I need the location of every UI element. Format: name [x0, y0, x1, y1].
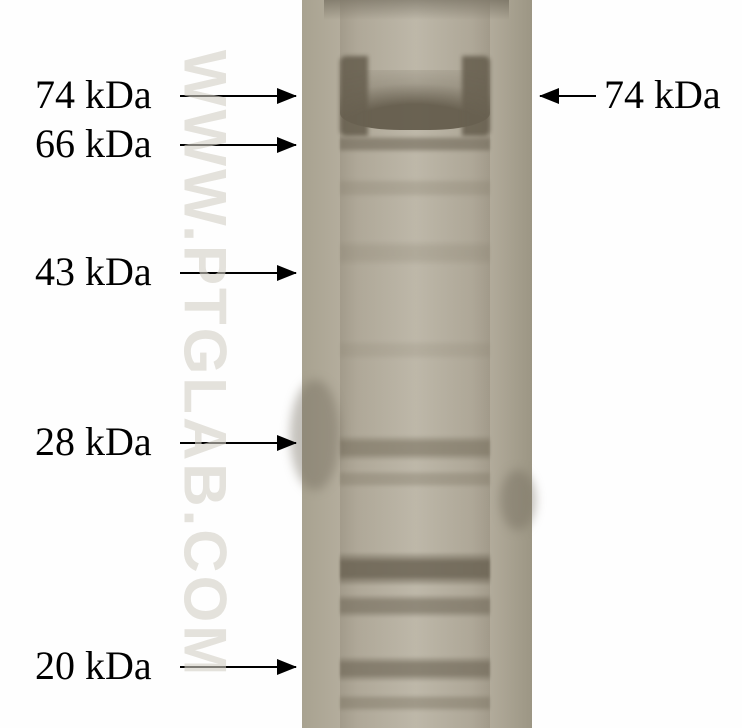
gel-band-target-74kda	[340, 70, 490, 130]
gel-smudge-1	[500, 470, 536, 530]
ladder-label-20kDa: 20 kDa	[35, 642, 152, 689]
ladder-arrow-20kDa	[180, 666, 296, 668]
ladder-label-43kDa: 43 kDa	[35, 248, 152, 295]
ladder-label-28kDa: 28 kDa	[35, 418, 152, 465]
ladder-arrow-66kDa	[180, 144, 296, 146]
gel-band-band-24a	[340, 552, 490, 586]
ladder-arrow-28kDa	[180, 442, 296, 444]
result-label: 74 kDa	[604, 71, 721, 118]
ladder-label-74kDa: 74 kDa	[35, 71, 152, 118]
gel-band-band-38	[340, 340, 490, 360]
gel-band-band-19	[340, 694, 490, 712]
gel-band-band-28b	[340, 470, 490, 488]
gel-band-band-45	[340, 240, 490, 266]
gel-smudge-0	[290, 380, 340, 490]
ladder-label-66kDa: 66 kDa	[35, 120, 152, 167]
ladder-arrow-43kDa	[180, 272, 296, 274]
gel-band-band-58	[340, 178, 490, 198]
gel-band-band-20	[340, 656, 490, 682]
gel-lane-container	[302, 0, 532, 728]
result-arrow	[540, 95, 596, 97]
ladder-arrow-74kDa	[180, 95, 296, 97]
gel-band-band-24b	[340, 594, 490, 618]
gel-band-band-66kda	[340, 135, 490, 153]
gel-band-band-28a	[340, 435, 490, 461]
